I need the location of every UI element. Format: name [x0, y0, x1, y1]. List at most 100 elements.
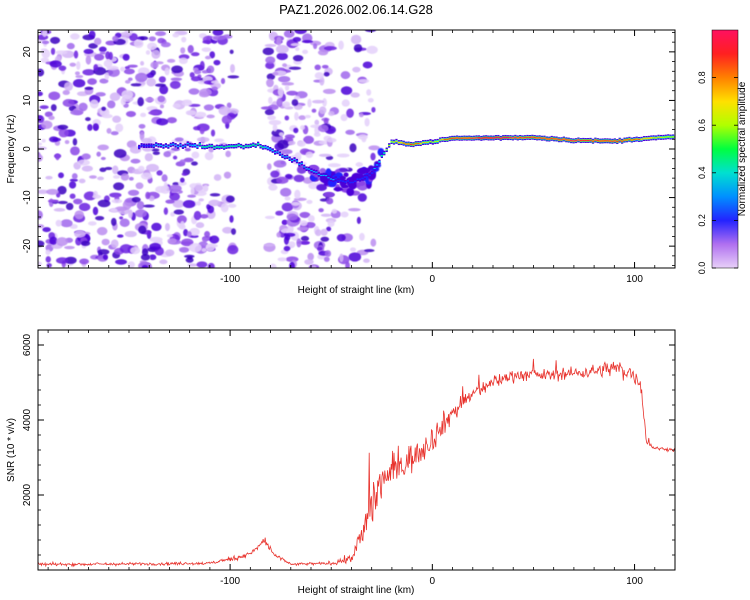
noise-blob: [41, 40, 50, 45]
noise-blob: [50, 104, 57, 112]
noise-blob: [214, 138, 225, 143]
signal-cell: [147, 145, 151, 147]
noise-blob: [288, 241, 296, 248]
noise-blob: [117, 234, 124, 238]
noise-blob: [99, 167, 107, 173]
noise-blob: [278, 132, 284, 137]
signal-cell: [140, 144, 143, 146]
noise-blob: [92, 206, 99, 216]
noise-blob: [167, 238, 177, 244]
noise-blob: [160, 41, 171, 48]
noise-blob: [41, 120, 53, 130]
noise-blob: [187, 194, 197, 198]
noise-blob: [322, 98, 327, 107]
noise-blob: [47, 199, 59, 203]
signal-cell: [392, 141, 396, 143]
signal-cell: [281, 155, 284, 157]
noise-blob: [46, 263, 52, 268]
noise-blob: [308, 182, 318, 190]
noise-blob: [320, 228, 328, 236]
noise-blob: [208, 147, 214, 153]
signal-cell: [298, 163, 301, 165]
signal-blob: [333, 186, 344, 192]
colorbar-tick-label: 0.6: [697, 119, 707, 132]
noise-blob: [349, 143, 357, 153]
noise-blob: [341, 99, 350, 107]
noise-blob: [283, 236, 290, 245]
signal-cell: [167, 146, 170, 148]
signal-cell: [220, 146, 223, 148]
noise-blob: [368, 145, 380, 151]
noise-blob: [82, 69, 95, 76]
signal-cell: [669, 136, 672, 138]
noise-blob: [144, 153, 153, 162]
noise-blob: [134, 209, 148, 218]
signal-cell: [613, 140, 616, 142]
noise-blob: [104, 166, 113, 171]
signal-cell: [538, 137, 541, 139]
noise-blob: [204, 231, 211, 238]
y-tick-label: 0: [22, 146, 33, 152]
snr-ylabel: SNR (10 * v/v): [6, 418, 17, 482]
noise-blob: [299, 211, 311, 219]
signal-cell: [162, 146, 165, 148]
noise-blob: [191, 151, 200, 159]
noise-blob: [206, 203, 211, 210]
noise-blob: [263, 243, 275, 247]
snr-plot-area: [38, 330, 675, 570]
noise-blob: [164, 67, 170, 76]
noise-blob: [136, 200, 145, 210]
noise-blob: [193, 210, 202, 221]
noise-blob: [181, 238, 194, 247]
noise-blob: [135, 182, 144, 190]
noise-blob: [170, 212, 175, 217]
noise-blob: [210, 129, 216, 137]
noise-blob: [203, 184, 209, 192]
noise-blob: [188, 88, 200, 95]
noise-blob: [155, 31, 167, 37]
x-tick-label: 100: [626, 274, 643, 285]
noise-blob: [121, 89, 134, 100]
noise-blob: [70, 146, 80, 156]
signal-cell: [145, 145, 148, 147]
signal-cell: [545, 138, 548, 140]
noise-blob: [277, 257, 287, 262]
noise-blob: [55, 257, 69, 264]
noise-blob: [181, 100, 193, 106]
signal-cell: [521, 137, 524, 139]
noise-blob: [323, 71, 330, 77]
signal-cell: [468, 137, 471, 139]
noise-blob: [173, 209, 184, 215]
signal-cell: [159, 144, 163, 146]
noise-blob: [326, 226, 332, 232]
noise-blob: [180, 220, 185, 229]
noise-blob: [371, 106, 376, 113]
noise-blob: [199, 214, 209, 219]
noise-blob: [297, 226, 309, 231]
noise-blob: [266, 78, 274, 88]
signal-cell: [654, 137, 658, 139]
signal-cell: [494, 136, 498, 139]
colorbar-tick-label: 0.4: [697, 167, 707, 180]
noise-blob: [100, 156, 106, 161]
noise-blob: [286, 90, 298, 96]
noise-blob: [317, 49, 329, 56]
signal-cell: [550, 137, 553, 139]
noise-blob: [199, 127, 205, 135]
signal-cell: [295, 160, 299, 162]
noise-blob: [212, 35, 226, 41]
noise-blob: [307, 252, 314, 261]
signal-cell: [346, 180, 350, 182]
signal-cell: [584, 139, 587, 142]
noise-blob: [364, 30, 377, 33]
noise-blob: [74, 71, 80, 76]
noise-blob: [137, 165, 145, 172]
noise-blob: [151, 148, 160, 152]
colorbar-tick-label: 0.8: [697, 71, 707, 84]
noise-blob: [281, 202, 294, 212]
noise-blob: [367, 97, 374, 103]
noise-blob: [159, 84, 169, 95]
signal-cell: [244, 145, 248, 147]
noise-blob: [276, 176, 289, 184]
noise-blob: [64, 245, 75, 250]
